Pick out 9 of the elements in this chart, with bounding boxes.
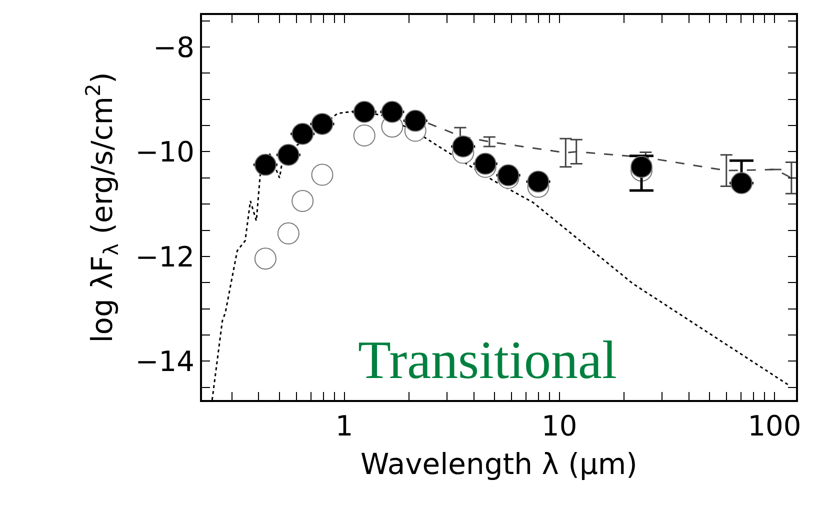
y-tick-label: −10	[135, 136, 194, 169]
x-tick-label: 10	[542, 410, 578, 443]
y-tick-label: −14	[135, 345, 194, 378]
annotation: Transitional	[358, 330, 618, 390]
y-tick-label: −12	[135, 240, 194, 274]
x-tick-label: 1	[335, 410, 354, 443]
x-axis-title: Wavelength λ (μm)	[360, 446, 638, 481]
y-tick-label: −8	[153, 30, 194, 64]
x-tick-label: 100	[748, 410, 802, 443]
